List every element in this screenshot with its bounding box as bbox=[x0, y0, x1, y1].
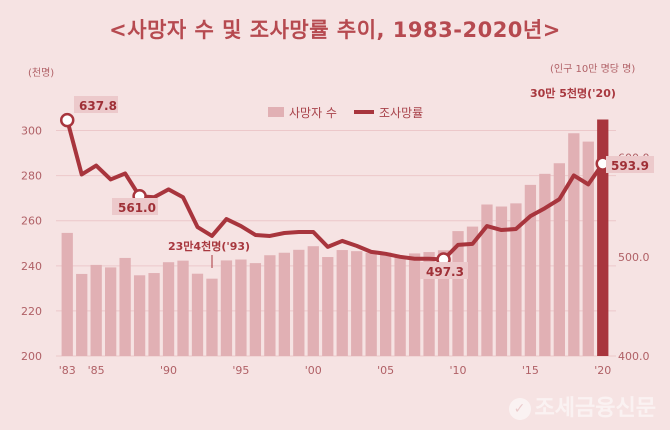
x-tick-label: '00 bbox=[305, 364, 322, 377]
bar bbox=[177, 260, 189, 356]
bar bbox=[278, 252, 290, 356]
x-tick-label: '05 bbox=[377, 364, 394, 377]
bar bbox=[582, 141, 594, 356]
label-1988: 561.0 bbox=[118, 201, 156, 215]
watermark-text: 조세금융신문 bbox=[534, 396, 656, 421]
bar bbox=[133, 275, 146, 356]
bar bbox=[466, 226, 479, 356]
label-bg-1983 bbox=[74, 96, 118, 113]
chart-title: <사망자 수 및 조사망률 추이, 1983-2020년> bbox=[109, 18, 561, 42]
bar bbox=[322, 257, 334, 356]
bar bbox=[423, 252, 435, 356]
label-bg-2020 bbox=[606, 156, 654, 173]
y-tick-label: 220 bbox=[21, 305, 42, 318]
axes: 200220240260280300400.0500.0600.0'83'85'… bbox=[21, 125, 650, 377]
line-layer bbox=[59, 112, 611, 267]
bar bbox=[495, 206, 508, 356]
label-2020: 593.9 bbox=[611, 159, 649, 173]
bar bbox=[191, 273, 204, 356]
x-tick-label: '10 bbox=[450, 364, 467, 377]
label-max-2020: 30만 5천명('20) bbox=[530, 86, 616, 100]
x-tick-label: '20 bbox=[594, 364, 611, 377]
y-tick-label: 240 bbox=[21, 260, 42, 273]
bar bbox=[481, 204, 493, 356]
bar bbox=[206, 278, 218, 356]
y-tick-label: 280 bbox=[21, 170, 42, 183]
legend-line-label: 조사망률 bbox=[379, 106, 423, 120]
y2-tick-label: 400.0 bbox=[618, 350, 650, 363]
bar bbox=[264, 255, 276, 356]
x-tick-label: '83 bbox=[59, 364, 76, 377]
bar bbox=[119, 257, 131, 356]
bar bbox=[510, 203, 522, 356]
bar bbox=[336, 250, 348, 356]
bar bbox=[235, 259, 247, 356]
bar bbox=[437, 250, 450, 356]
legend-bars-label: 사망자 수 bbox=[289, 106, 337, 120]
label-2009: 497.3 bbox=[426, 265, 464, 279]
bar bbox=[76, 273, 88, 356]
bar bbox=[568, 133, 580, 356]
bar bbox=[105, 267, 117, 356]
y-tick-label: 300 bbox=[21, 125, 42, 138]
left-axis-unit: (천명) bbox=[28, 67, 54, 79]
bar bbox=[539, 173, 551, 356]
bar bbox=[597, 119, 609, 356]
label-1983: 637.8 bbox=[79, 99, 117, 113]
y-tick-label: 200 bbox=[21, 350, 42, 363]
bar bbox=[553, 163, 565, 356]
x-tick-label: '90 bbox=[160, 364, 177, 377]
right-axis-unit: (인구 10만 명당 명) bbox=[550, 63, 635, 75]
bar bbox=[307, 246, 319, 356]
bar bbox=[408, 253, 421, 356]
line-marker bbox=[59, 112, 75, 128]
y2-tick-label: 500.0 bbox=[618, 251, 650, 264]
bar bbox=[148, 273, 160, 356]
x-tick-label: '85 bbox=[88, 364, 105, 377]
line-series bbox=[65, 119, 605, 262]
bar bbox=[394, 256, 406, 356]
label-min-1993: 23만4천명('93) bbox=[168, 239, 250, 253]
bar bbox=[351, 251, 363, 356]
bar bbox=[162, 262, 175, 356]
bar bbox=[524, 184, 537, 356]
bar bbox=[61, 232, 73, 356]
bar bbox=[90, 264, 102, 356]
y-tick-label: 260 bbox=[21, 215, 42, 228]
bar bbox=[249, 263, 262, 356]
bar bbox=[293, 249, 305, 356]
bar bbox=[220, 260, 233, 356]
label-bg-2009 bbox=[420, 262, 468, 279]
bars bbox=[61, 119, 609, 356]
label-bg-1988 bbox=[112, 198, 158, 215]
bar bbox=[452, 231, 464, 356]
bar bbox=[365, 252, 377, 356]
x-tick-label: '95 bbox=[232, 364, 249, 377]
watermark: ✓ 조세금융신문 bbox=[508, 390, 656, 422]
x-tick-label: '15 bbox=[522, 364, 539, 377]
legend-bars-swatch bbox=[268, 107, 284, 117]
bar bbox=[380, 252, 392, 356]
watermark-logo-icon: ✓ bbox=[508, 398, 531, 420]
